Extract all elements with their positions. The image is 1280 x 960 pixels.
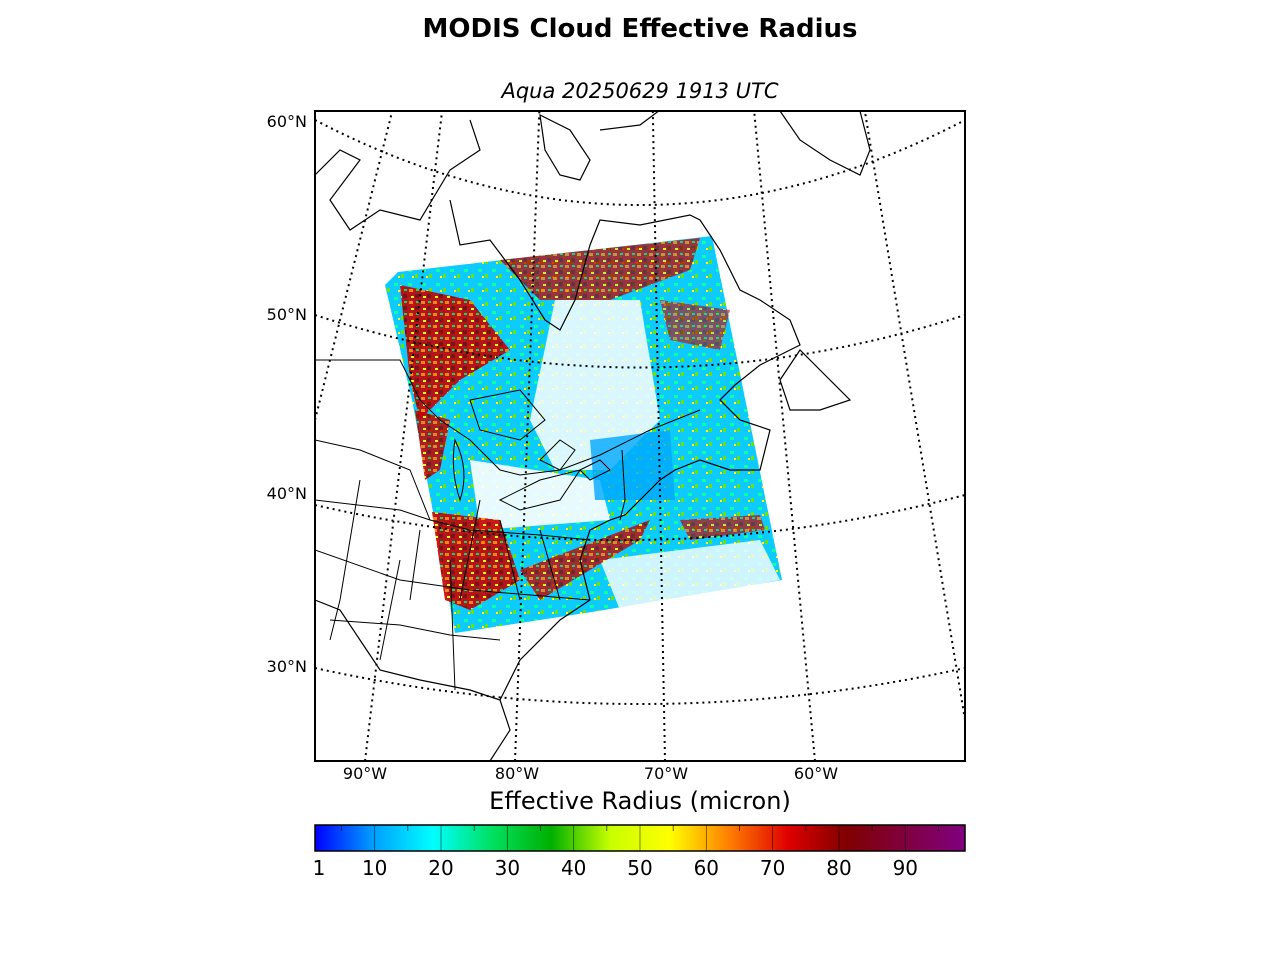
lat-label-30n: 30°N	[266, 657, 307, 676]
colorbar-tick-label: 1	[312, 856, 326, 880]
chart-title: MODIS Cloud Effective Radius	[422, 14, 858, 44]
lon-label-80w: 80°W	[494, 764, 540, 783]
lon-label-90w: 90°W	[342, 764, 388, 783]
colorbar-tick-label: 40	[560, 856, 587, 880]
colorbar-tick-label: 20	[428, 856, 454, 880]
graticule-latitudes	[315, 119, 965, 705]
colorbar-tick-label: 80	[826, 856, 852, 880]
colorbar-tick-label: 60	[693, 856, 720, 880]
colorbar-tick-label: 50	[627, 856, 653, 880]
lon-label-60w: 60°W	[793, 764, 839, 783]
coastlines	[315, 111, 871, 761]
political-borders	[315, 359, 701, 691]
colorbar-tick-label: 30	[494, 856, 521, 880]
map-frame	[314, 110, 966, 762]
colorbar-tick-label: 90	[892, 856, 919, 880]
colorbar-tick-label: 70	[759, 856, 786, 880]
colorbar-label: Effective Radius (micron)	[489, 787, 791, 815]
chart-subtitle: Aqua 20250629 1913 UTC	[501, 79, 779, 103]
lat-label-50n: 50°N	[266, 305, 307, 324]
lat-label-40n: 40°N	[266, 484, 307, 503]
lat-label-60n: 60°N	[266, 112, 307, 131]
lon-label-70w: 70°W	[643, 764, 689, 783]
colorbar-ticks	[314, 825, 939, 851]
graticule-longitudes	[315, 111, 965, 761]
colorbar-tick-label: 10	[361, 856, 388, 880]
